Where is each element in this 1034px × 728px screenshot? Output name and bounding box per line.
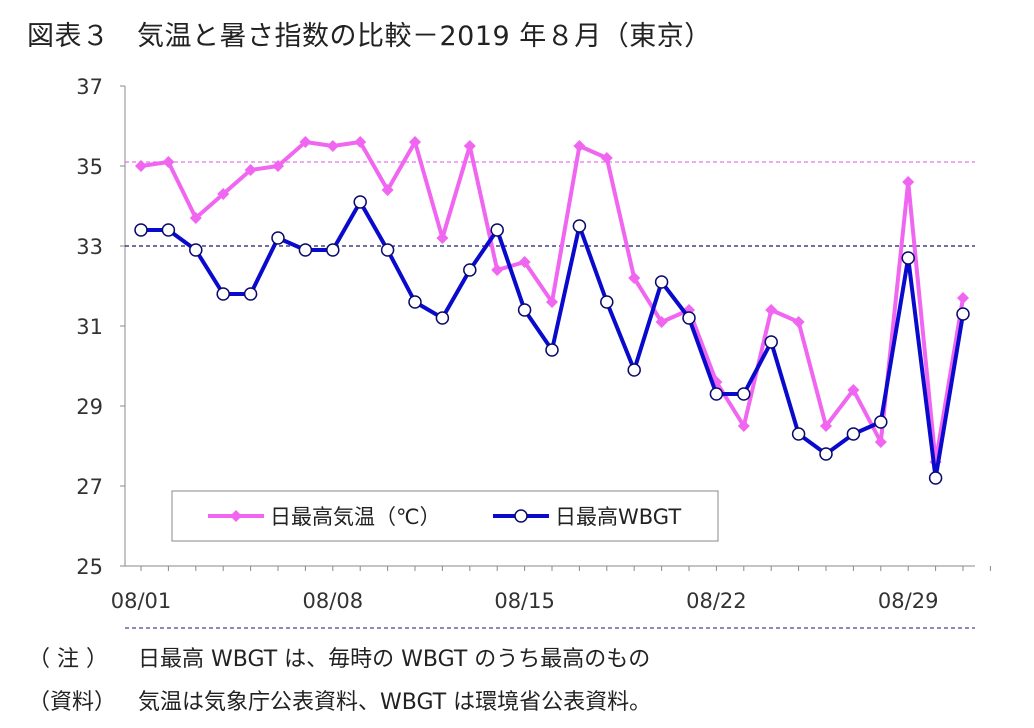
temperature-point bbox=[518, 256, 531, 268]
temperature-point bbox=[299, 136, 312, 148]
temperature-point bbox=[162, 156, 175, 168]
temperature-point bbox=[272, 160, 284, 172]
wbgt-point bbox=[654, 275, 669, 289]
legend-swatch-marker bbox=[230, 510, 242, 522]
temperature-point bbox=[874, 436, 887, 448]
y-tick-label: 31 bbox=[76, 315, 103, 339]
temperature-point bbox=[655, 316, 668, 328]
temperature-point bbox=[244, 164, 257, 176]
temperature-point bbox=[765, 304, 778, 316]
x-tick-label: 08/22 bbox=[686, 589, 747, 613]
wbgt-point bbox=[600, 295, 614, 309]
series-line-wbgt bbox=[141, 200, 965, 480]
wbgt-point bbox=[928, 471, 943, 485]
wbgt-point bbox=[901, 251, 915, 265]
temperature-point bbox=[409, 136, 421, 148]
temperature-point bbox=[573, 140, 586, 152]
wbgt-point bbox=[243, 287, 258, 301]
temperature-point bbox=[217, 188, 230, 200]
source-line: （資料） 気温は気象庁公表資料、WBGT は環境省公表資料。 bbox=[28, 684, 651, 716]
note-text: 日最高 WBGT は、毎時の WBGT のうち最高のもの bbox=[138, 647, 651, 672]
wbgt-point bbox=[490, 223, 504, 237]
wbgt-point bbox=[572, 219, 587, 233]
temperature-point bbox=[436, 232, 449, 244]
y-tick-label: 29 bbox=[76, 395, 103, 419]
wbgt-point bbox=[846, 427, 861, 441]
legend-swatch-marker bbox=[514, 509, 528, 523]
y-tick-label: 37 bbox=[76, 75, 103, 99]
temperature-point bbox=[957, 292, 969, 304]
wbgt-point bbox=[545, 343, 559, 357]
temperature-point bbox=[326, 140, 339, 152]
temperature-point bbox=[737, 420, 750, 432]
wbgt-point bbox=[161, 223, 176, 237]
x-tick-label: 08/29 bbox=[878, 589, 939, 613]
temperature-point bbox=[354, 136, 367, 148]
wbgt-point bbox=[435, 311, 450, 325]
wbgt-point bbox=[517, 303, 532, 317]
wbgt-point bbox=[627, 363, 641, 377]
legend-label: 日最高WBGT bbox=[555, 505, 681, 529]
wbgt-point bbox=[737, 387, 751, 401]
temperature-point bbox=[135, 160, 147, 172]
wbgt-point bbox=[298, 243, 313, 257]
wbgt-point bbox=[134, 223, 148, 237]
wbgt-point bbox=[682, 311, 696, 325]
x-tick-label: 08/08 bbox=[303, 589, 364, 613]
temperature-point bbox=[820, 420, 832, 432]
y-tick-label: 25 bbox=[76, 555, 103, 579]
source-key: （資料） bbox=[28, 690, 117, 715]
wbgt-point bbox=[874, 415, 888, 429]
wbgt-point bbox=[463, 263, 477, 277]
note-key: （ 注 ） bbox=[28, 647, 108, 672]
note-line: （ 注 ） 日最高 WBGT は、毎時の WBGT のうち最高のもの bbox=[28, 641, 650, 673]
wbgt-point bbox=[216, 287, 230, 301]
wbgt-point bbox=[380, 243, 395, 257]
x-tick-label: 08/01 bbox=[111, 589, 172, 613]
wbgt-point bbox=[408, 295, 422, 309]
temperature-point bbox=[546, 296, 558, 308]
x-tick-label: 08/15 bbox=[494, 589, 555, 613]
wbgt-point bbox=[764, 335, 778, 349]
temperature-point bbox=[463, 140, 476, 152]
wbgt-point bbox=[709, 387, 724, 401]
temperature-point bbox=[381, 184, 394, 196]
y-tick-label: 27 bbox=[76, 475, 103, 499]
chart-title: 図表３ 気温と暑さ指数の比較－2019 年８月（東京） bbox=[27, 21, 712, 52]
temperature-point bbox=[902, 176, 915, 188]
wbgt-point bbox=[189, 243, 203, 257]
temperature-point bbox=[189, 212, 202, 224]
temperature-point bbox=[847, 384, 860, 396]
wbgt-point bbox=[819, 447, 833, 461]
temperature-point bbox=[792, 316, 805, 328]
legend-label: 日最高気温（℃） bbox=[270, 505, 441, 529]
wbgt-point bbox=[353, 195, 367, 209]
wbgt-point bbox=[271, 231, 285, 245]
y-tick-label: 35 bbox=[76, 155, 103, 179]
y-tick-label: 33 bbox=[76, 235, 103, 259]
wbgt-point bbox=[791, 427, 806, 441]
source-text: 気温は気象庁公表資料、WBGT は環境省公表資料。 bbox=[138, 690, 652, 715]
temperature-point bbox=[628, 272, 641, 284]
wbgt-point bbox=[326, 243, 340, 257]
temperature-point bbox=[491, 264, 504, 276]
temperature-point bbox=[600, 152, 613, 164]
wbgt-point bbox=[956, 307, 970, 321]
